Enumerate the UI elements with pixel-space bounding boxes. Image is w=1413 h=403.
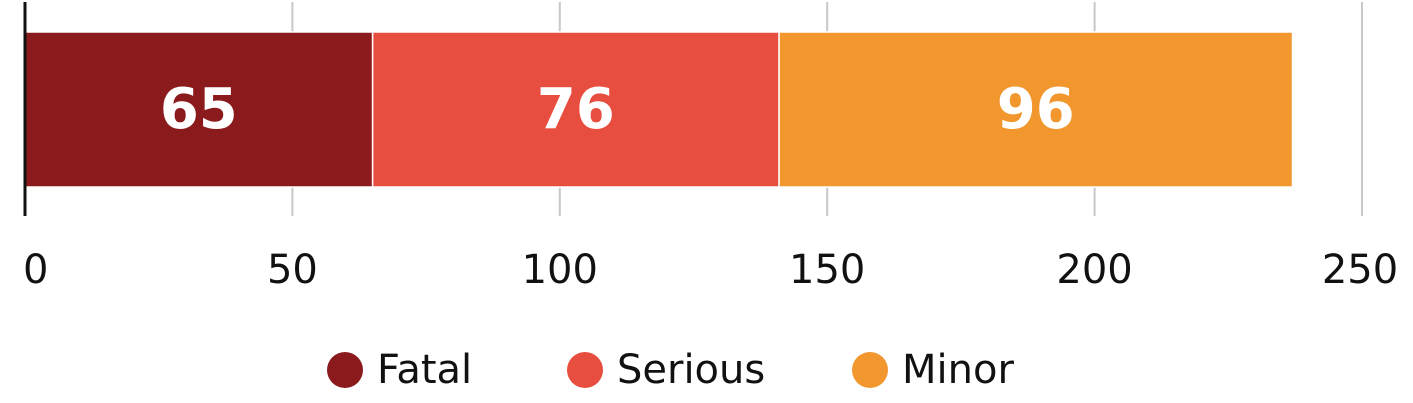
data-label-serious: 76 — [537, 77, 615, 142]
data-labels: 65 76 96 — [160, 77, 1075, 142]
x-tick-label-150: 150 — [789, 247, 865, 293]
legend-swatch-minor — [852, 352, 888, 388]
legend: Fatal Serious Minor — [327, 347, 1014, 393]
x-tick-label-200: 200 — [1056, 247, 1132, 293]
legend-swatch-fatal — [327, 352, 363, 388]
x-axis: 0 50 100 150 200 250 — [23, 2, 1398, 293]
legend-label-minor: Minor — [902, 347, 1014, 393]
bar-segments — [24, 31, 1294, 188]
bar-segment-serious — [371, 31, 780, 188]
legend-swatch-serious — [567, 352, 603, 388]
legend-label-serious: Serious — [617, 347, 765, 393]
x-tick-label-0: 0 — [23, 247, 48, 293]
x-tick-label-250: 250 — [1322, 247, 1398, 293]
x-tick-label-50: 50 — [267, 247, 318, 293]
bar-segment-fatal — [24, 31, 374, 188]
bar-segment-minor — [778, 31, 1294, 188]
data-label-fatal: 65 — [160, 77, 238, 142]
legend-label-fatal: Fatal — [377, 347, 472, 393]
data-label-minor: 96 — [997, 77, 1075, 142]
x-tick-label-100: 100 — [522, 247, 598, 293]
